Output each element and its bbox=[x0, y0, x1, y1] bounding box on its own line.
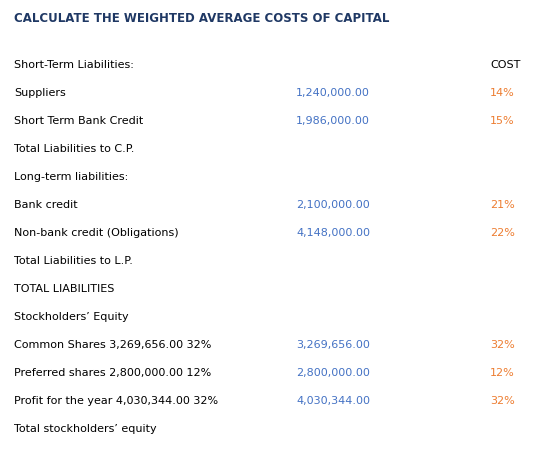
Text: 15%: 15% bbox=[490, 116, 515, 126]
Text: 2,100,000.00: 2,100,000.00 bbox=[296, 200, 370, 210]
Text: 21%: 21% bbox=[490, 200, 515, 210]
Text: 14%: 14% bbox=[490, 88, 515, 98]
Text: 2,800,000.00: 2,800,000.00 bbox=[296, 368, 370, 378]
Text: 32%: 32% bbox=[490, 340, 515, 350]
Text: Profit for the year 4,030,344.00 32%: Profit for the year 4,030,344.00 32% bbox=[14, 396, 218, 406]
Text: Stockholders’ Equity: Stockholders’ Equity bbox=[14, 312, 129, 322]
Text: Suppliers: Suppliers bbox=[14, 88, 66, 98]
Text: Short-Term Liabilities:: Short-Term Liabilities: bbox=[14, 60, 134, 70]
Text: 1,986,000.00: 1,986,000.00 bbox=[296, 116, 370, 126]
Text: Long-term liabilities:: Long-term liabilities: bbox=[14, 172, 128, 182]
Text: Preferred shares 2,800,000.00 12%: Preferred shares 2,800,000.00 12% bbox=[14, 368, 211, 378]
Text: Common Shares 3,269,656.00 32%: Common Shares 3,269,656.00 32% bbox=[14, 340, 211, 350]
Text: TOTAL LIABILITIES: TOTAL LIABILITIES bbox=[14, 284, 115, 294]
Text: CALCULATE THE WEIGHTED AVERAGE COSTS OF CAPITAL: CALCULATE THE WEIGHTED AVERAGE COSTS OF … bbox=[14, 12, 390, 25]
Text: 1,240,000.00: 1,240,000.00 bbox=[296, 88, 370, 98]
Text: COST: COST bbox=[490, 60, 520, 70]
Text: Non-bank credit (Obligations): Non-bank credit (Obligations) bbox=[14, 228, 179, 238]
Text: Total stockholders’ equity: Total stockholders’ equity bbox=[14, 424, 157, 434]
Text: 12%: 12% bbox=[490, 368, 515, 378]
Text: 4,148,000.00: 4,148,000.00 bbox=[296, 228, 370, 238]
Text: 3,269,656.00: 3,269,656.00 bbox=[296, 340, 370, 350]
Text: 4,030,344.00: 4,030,344.00 bbox=[296, 396, 370, 406]
Text: Short Term Bank Credit: Short Term Bank Credit bbox=[14, 116, 143, 126]
Text: Total Liabilities to C.P.: Total Liabilities to C.P. bbox=[14, 144, 134, 154]
Text: Bank credit: Bank credit bbox=[14, 200, 78, 210]
Text: 22%: 22% bbox=[490, 228, 515, 238]
Text: Total Liabilities to L.P.: Total Liabilities to L.P. bbox=[14, 256, 133, 266]
Text: 32%: 32% bbox=[490, 396, 515, 406]
